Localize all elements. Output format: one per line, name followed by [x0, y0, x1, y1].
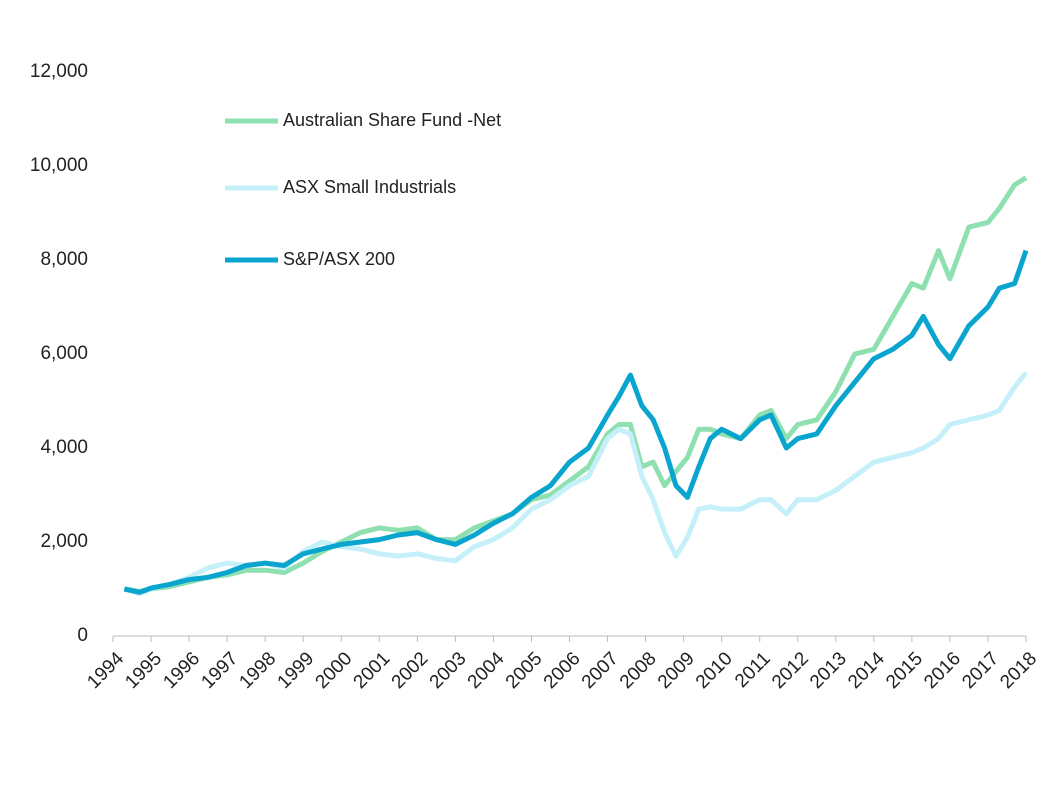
- x-tick-label: 1994: [83, 648, 128, 693]
- legend-label: ASX Small Industrials: [283, 177, 456, 197]
- x-tick-label: 2000: [312, 648, 357, 693]
- x-tick-label: 2002: [388, 648, 433, 693]
- y-tick-label: 4,000: [40, 437, 88, 458]
- x-tick-label: 2015: [882, 648, 927, 693]
- y-tick-label: 8,000: [40, 249, 88, 270]
- y-tick-label: 12,000: [30, 61, 88, 82]
- x-tick-label: 2017: [958, 648, 1003, 693]
- x-tick-label: 2013: [806, 648, 851, 693]
- x-tick-label: 2005: [502, 648, 547, 693]
- x-tick-label: 1999: [274, 648, 319, 693]
- x-tick-label: 2016: [920, 648, 965, 693]
- series-line: [123, 249, 1029, 595]
- series-line: [124, 175, 1028, 594]
- series-line: [123, 371, 1028, 597]
- x-tick-label: 2003: [426, 648, 471, 693]
- x-tick-label: 2011: [731, 648, 775, 692]
- x-tick-label: 2006: [540, 648, 585, 693]
- x-tick-label: 1998: [236, 648, 281, 693]
- y-tick-label: 6,000: [40, 343, 88, 364]
- x-tick-label: 2001: [350, 648, 395, 693]
- x-tick-label: 1995: [121, 648, 166, 693]
- x-tick-label: 2012: [768, 648, 813, 693]
- y-tick-label: 2,000: [40, 531, 88, 552]
- legend-label: S&P/ASX 200: [283, 249, 395, 269]
- x-tick-label: 2004: [464, 648, 509, 693]
- x-tick-label: 2008: [616, 648, 661, 693]
- x-tick-label: 1996: [159, 648, 204, 693]
- x-tick-label: 2014: [844, 648, 889, 693]
- x-tick-label: 2009: [654, 648, 699, 693]
- x-tick-label: 1997: [197, 648, 242, 693]
- x-tick-label: 2007: [578, 648, 623, 693]
- x-tick-label: 2010: [692, 648, 737, 693]
- y-tick-label: 10,000: [30, 155, 88, 176]
- y-tick-label: 0: [77, 625, 88, 646]
- legend-label: Australian Share Fund -Net: [283, 110, 501, 130]
- x-tick-label: 2018: [996, 648, 1041, 693]
